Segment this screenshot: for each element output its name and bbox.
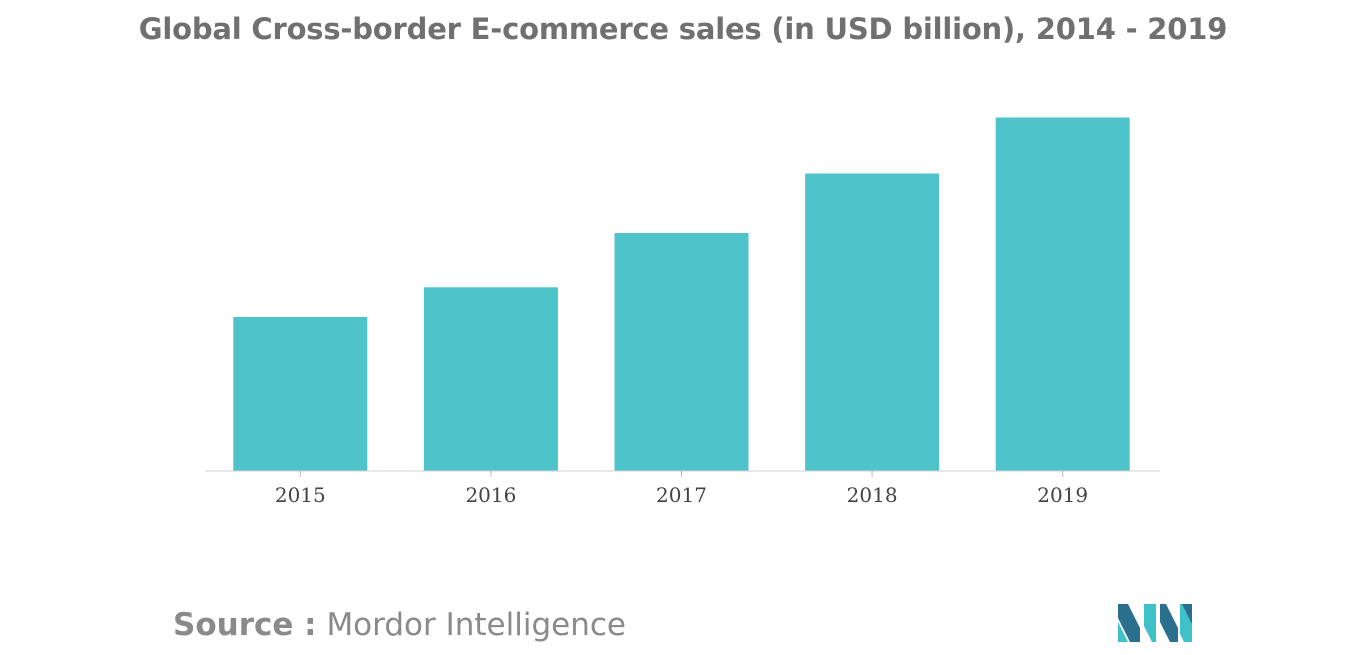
x-tick-label-2019: 2019 <box>1037 483 1088 507</box>
source-label: Source : <box>173 607 317 643</box>
mordor-intelligence-logo <box>1118 604 1192 642</box>
x-tick-label-2017: 2017 <box>656 483 707 507</box>
chart-title: Global Cross-border E-commerce sales (in… <box>138 12 1228 46</box>
source-credit: Source : Mordor Intelligence <box>173 607 626 643</box>
x-ticks-group <box>299 471 1064 477</box>
bar-2017 <box>614 233 749 471</box>
bar-2016 <box>423 287 558 472</box>
x-tick-label-2018: 2018 <box>847 483 898 507</box>
source-name: Mordor Intelligence <box>326 607 626 643</box>
bar-2018 <box>805 173 940 471</box>
bar-2019 <box>995 117 1130 471</box>
x-tick-labels-group: 2015 2016 2017 2018 2019 <box>275 483 1088 507</box>
x-tick-label-2016: 2016 <box>465 483 516 507</box>
bar-2015 <box>233 317 368 471</box>
x-tick-label-2015: 2015 <box>275 483 326 507</box>
bars-group <box>233 117 1130 472</box>
